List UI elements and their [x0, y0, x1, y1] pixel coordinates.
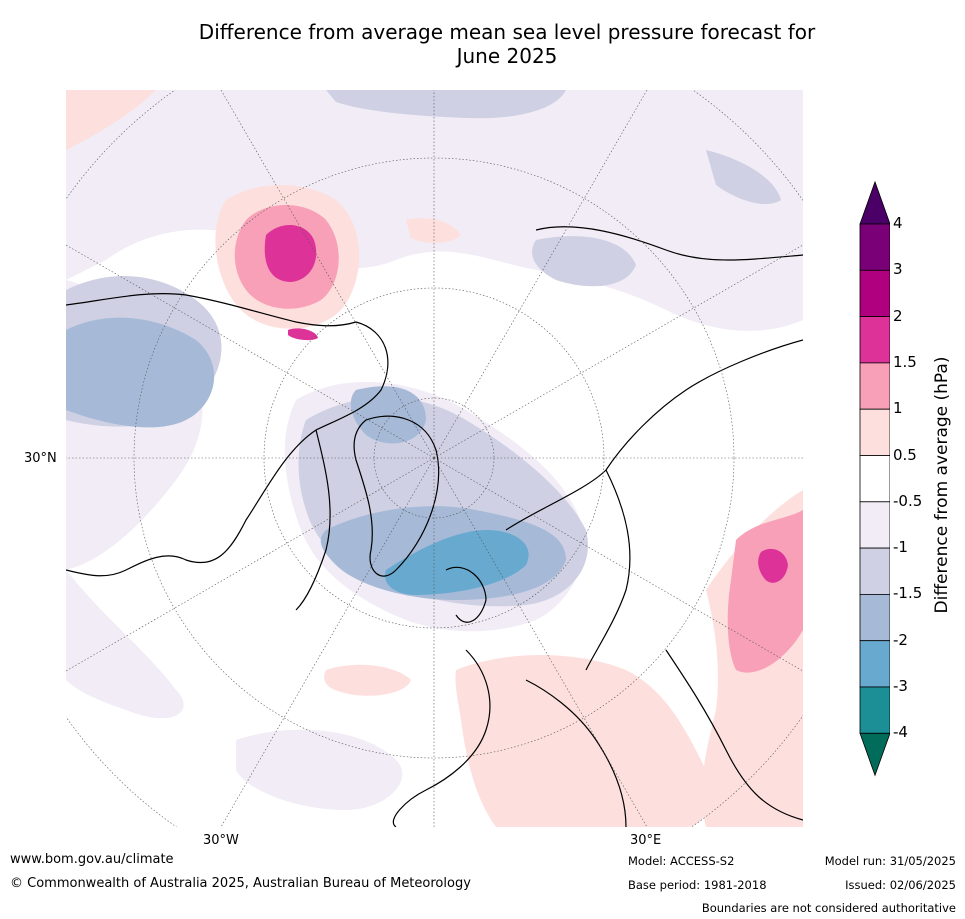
colorbar-tick-label: -2 — [893, 630, 908, 649]
colorbar-swatches — [859, 180, 891, 777]
colorbar-swatch — [859, 316, 891, 364]
colorbar — [850, 180, 960, 790]
colorbar-tick-label: -1.5 — [893, 584, 923, 603]
colorbar-swatch — [859, 223, 891, 271]
title-line-2: June 2025 — [456, 44, 558, 68]
colorbar-tick-label: -3 — [893, 677, 908, 695]
chart-title: Difference from average mean sea level p… — [0, 20, 965, 68]
colorbar-extend-min — [859, 732, 891, 777]
footer-model-run: Model run: 31/05/2025 — [824, 854, 956, 868]
colorbar-swatch — [859, 501, 891, 549]
pressure-anomaly-map[interactable] — [66, 90, 803, 827]
colorbar-swatch — [859, 455, 891, 503]
footer-model: Model: ACCESS-S2 — [628, 854, 735, 868]
lon-label-30e: 30°E — [630, 833, 662, 848]
anomaly-positive-1 — [234, 205, 803, 673]
colorbar-tick-label: -1 — [893, 538, 908, 557]
lat-label-30n: 30°N — [24, 451, 57, 466]
lon-label-30w: 30°W — [203, 833, 239, 848]
graticule — [66, 90, 803, 827]
colorbar-extend-max — [859, 180, 891, 225]
anomaly-positive-1-5 — [264, 224, 788, 583]
colorbar-tick-label: -4 — [893, 723, 908, 742]
colorbar-label: Difference from average (hPa) — [932, 356, 952, 614]
colorbar-tick-label: 3 — [893, 260, 903, 279]
colorbar-tick-label: -0.5 — [893, 491, 923, 510]
coastlines — [66, 226, 803, 827]
colorbar-swatch — [859, 686, 891, 734]
footer-copyright: © Commonwealth of Australia 2025, Austra… — [10, 876, 471, 891]
colorbar-swatch — [859, 362, 891, 410]
colorbar-swatch — [859, 640, 891, 688]
colorbar-tick-label: 1 — [893, 399, 903, 418]
colorbar-tick-label: 4 — [893, 214, 903, 232]
footer-base-period: Base period: 1981-2018 — [628, 878, 767, 892]
colorbar-swatch — [859, 269, 891, 318]
colorbar-swatch — [859, 547, 891, 595]
colorbar-swatch — [859, 593, 891, 642]
title-line-1: Difference from average mean sea level p… — [198, 20, 816, 44]
footer-disclaimer: Boundaries are not considered authoritat… — [701, 901, 956, 915]
footer-issued: Issued: 02/06/2025 — [845, 878, 956, 892]
colorbar-swatch — [859, 408, 891, 456]
colorbar-tick-label: 1.5 — [893, 352, 917, 371]
colorbar-tick-label: 2 — [893, 306, 903, 325]
colorbar-tick-label: 0.5 — [893, 445, 917, 464]
anomaly-negative-2 — [385, 530, 529, 595]
map-canvas — [66, 90, 803, 827]
footer-url[interactable]: www.bom.gov.au/climate — [10, 852, 174, 867]
